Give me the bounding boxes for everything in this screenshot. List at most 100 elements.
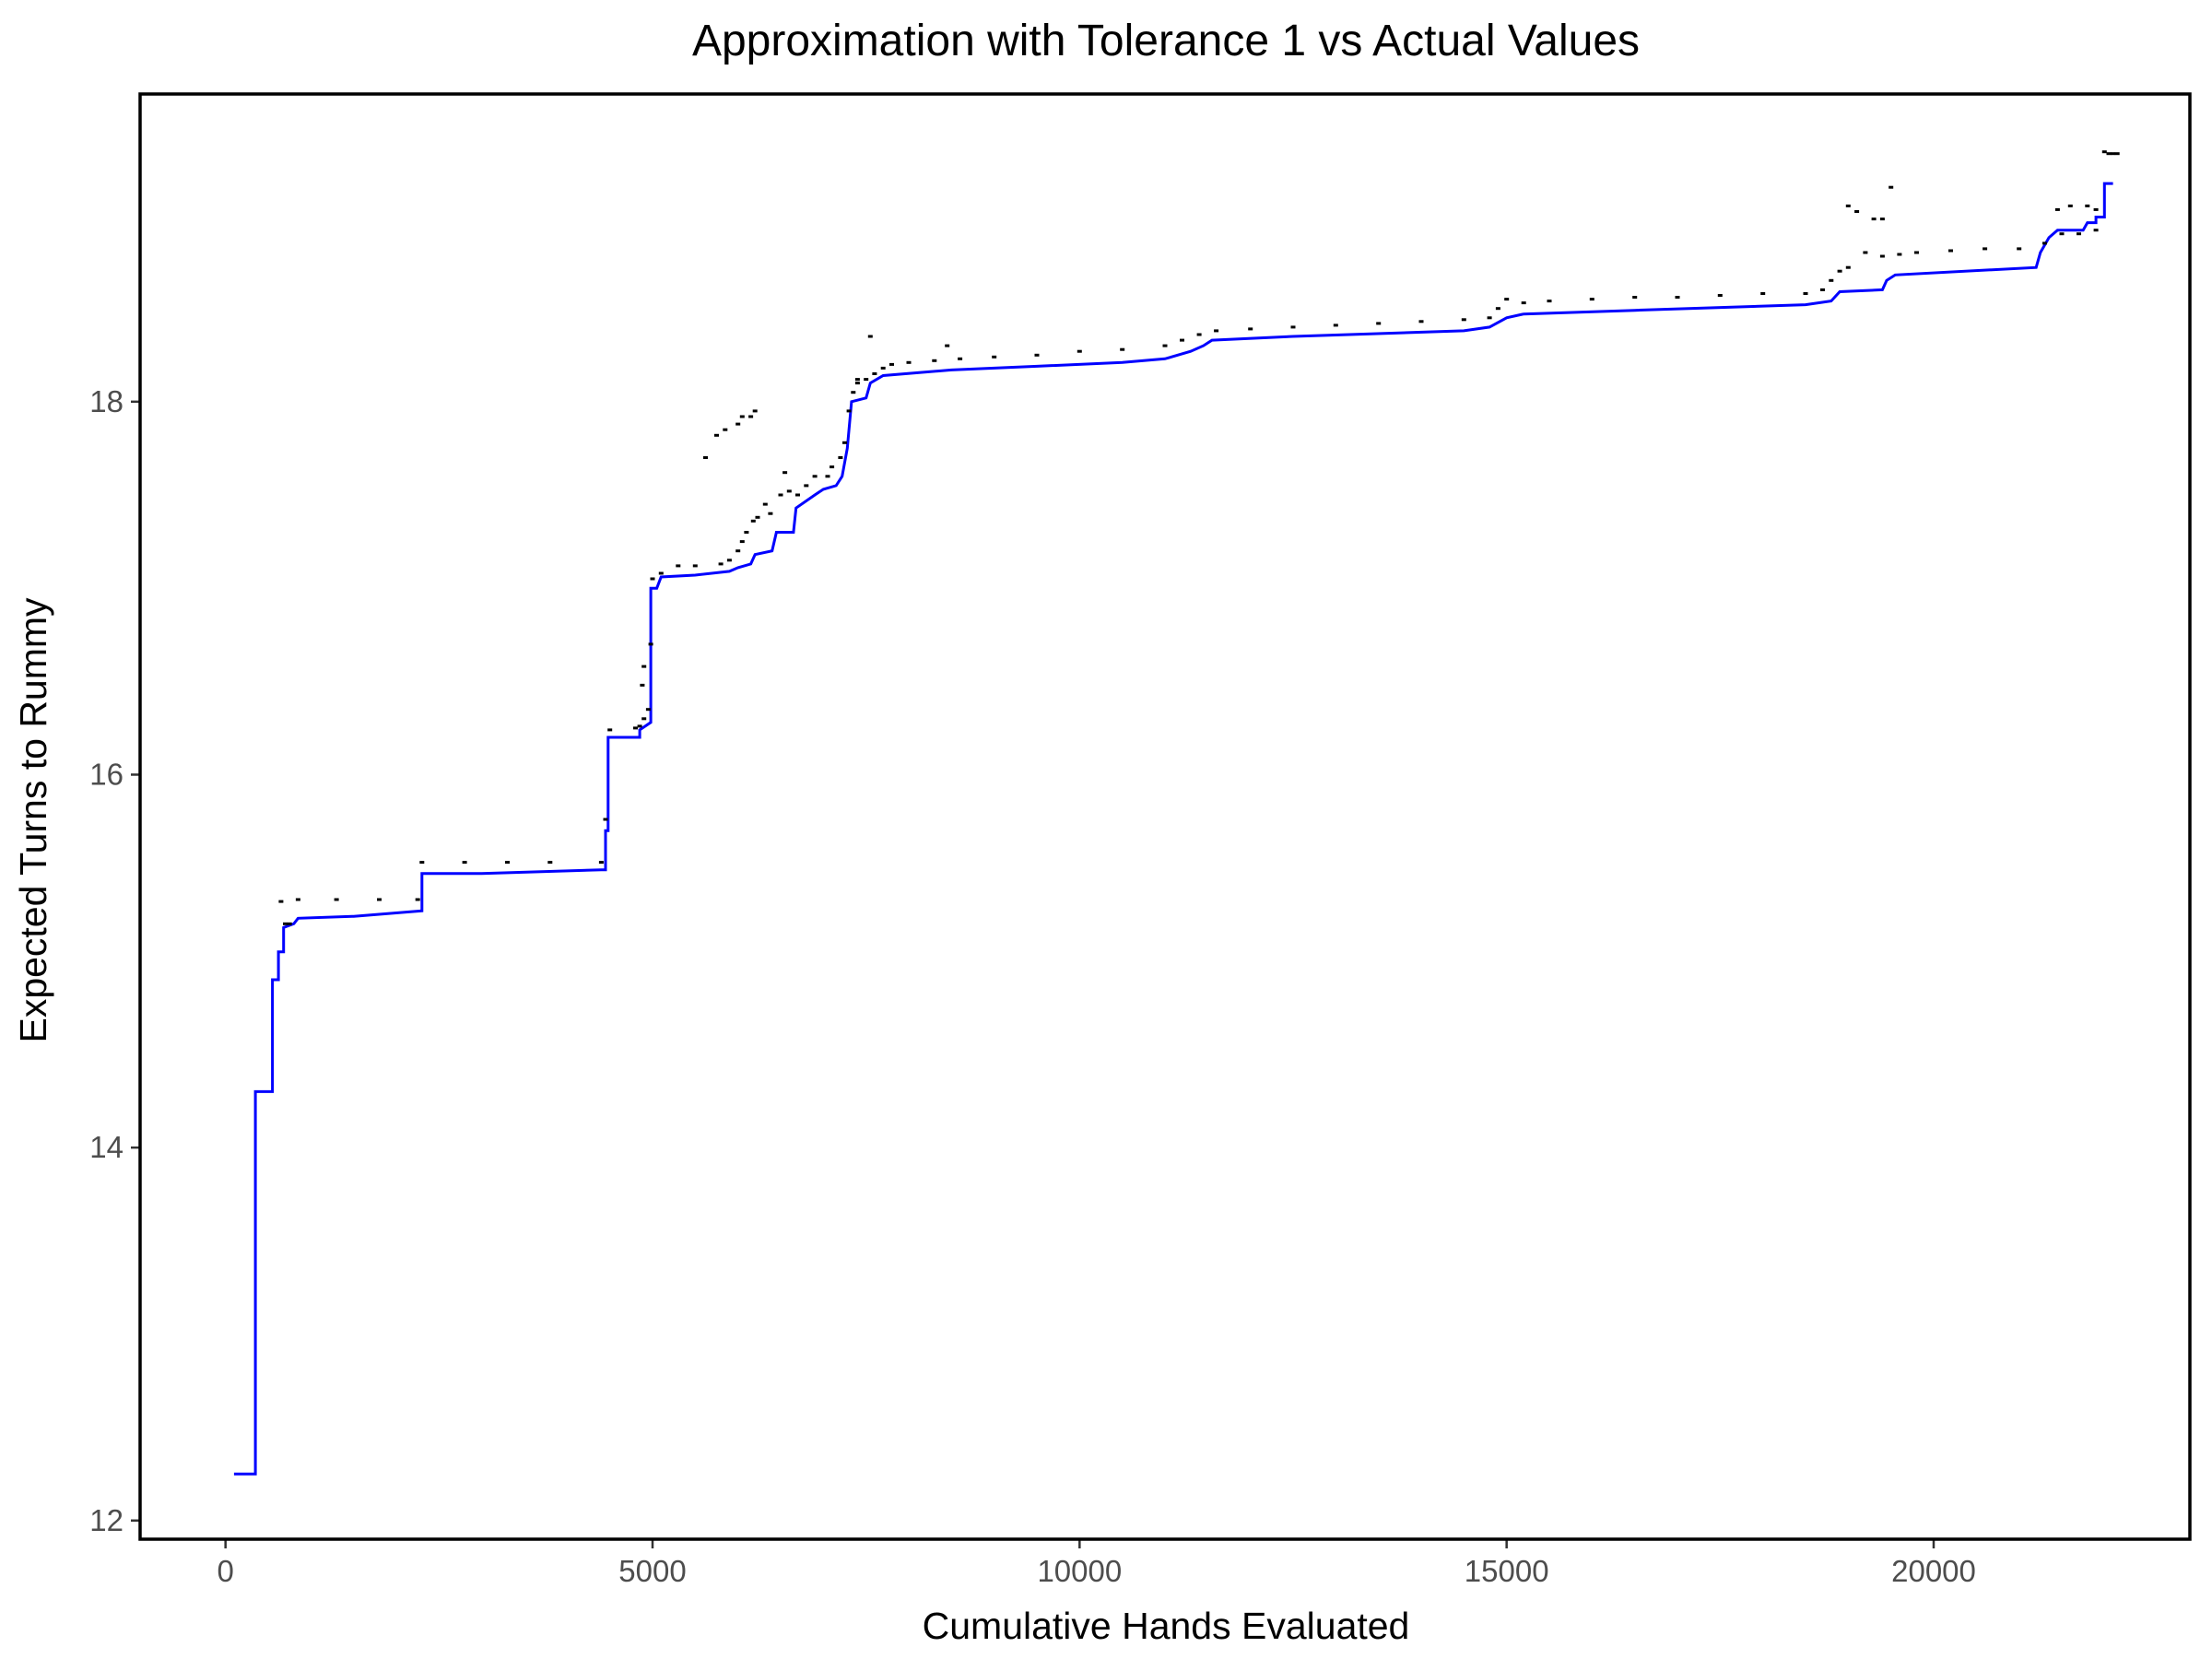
data-point	[640, 683, 645, 687]
data-point	[755, 515, 760, 519]
data-point	[992, 355, 997, 359]
data-point	[648, 642, 653, 646]
series-line-0	[233, 182, 2113, 1476]
data-point	[1914, 251, 1919, 254]
data-point	[804, 484, 809, 488]
data-point	[726, 559, 732, 562]
data-point	[1803, 292, 1808, 295]
data-point	[1290, 325, 1296, 329]
data-point	[880, 366, 886, 370]
data-point	[1034, 353, 1040, 357]
data-point	[1333, 324, 1338, 327]
data-point	[1521, 301, 1526, 305]
data-point	[637, 724, 642, 728]
data-point	[1504, 298, 1510, 301]
data-point	[641, 717, 647, 721]
data-point	[2093, 207, 2099, 211]
data-point	[1983, 247, 1988, 251]
data-point	[633, 726, 638, 730]
data-point	[1888, 185, 1894, 189]
data-point	[1871, 218, 1877, 221]
data-point	[867, 335, 873, 338]
data-point	[812, 475, 818, 478]
data-point	[295, 898, 300, 901]
data-point	[278, 900, 284, 903]
data-point	[547, 861, 553, 865]
data-point	[748, 415, 754, 418]
data-point	[1829, 278, 1834, 282]
data-point	[2017, 247, 2022, 251]
data-point	[739, 540, 745, 544]
y-tick-label: 12	[89, 1503, 124, 1537]
data-point	[2114, 152, 2120, 156]
data-point	[1461, 318, 1466, 322]
data-point	[1948, 249, 1953, 253]
data-point	[782, 471, 788, 475]
data-point	[1854, 210, 1860, 213]
data-point	[750, 519, 756, 523]
data-point	[645, 708, 651, 712]
data-point	[958, 357, 963, 360]
x-tick-label: 0	[217, 1554, 233, 1588]
data-point	[1214, 329, 1219, 333]
data-point	[854, 378, 860, 382]
data-point	[1717, 294, 1723, 297]
data-point	[2093, 229, 2099, 232]
data-point	[768, 512, 773, 515]
data-point	[735, 549, 741, 553]
x-tick-label: 20000	[1891, 1554, 1976, 1588]
data-point	[703, 456, 708, 459]
data-point	[752, 409, 758, 413]
panel-border	[138, 92, 2192, 1541]
data-point	[287, 922, 292, 925]
y-tick-label: 14	[89, 1130, 124, 1164]
data-point	[932, 359, 937, 362]
data-point	[723, 428, 728, 431]
data-point	[1837, 269, 1842, 273]
data-point	[1897, 253, 1902, 256]
data-point	[419, 861, 425, 865]
data-point	[641, 665, 647, 668]
axes: 0 5000 10000 15000 20000 12 14 16 18	[89, 384, 1976, 1588]
data-point	[462, 861, 467, 865]
data-point	[744, 531, 749, 534]
x-tick-label: 10000	[1037, 1554, 1122, 1588]
data-point	[718, 562, 724, 566]
data-point	[2106, 152, 2112, 156]
data-point	[650, 577, 655, 581]
data-point	[1632, 296, 1638, 299]
data-point	[1162, 344, 1168, 347]
data-point	[415, 898, 420, 901]
data-point	[607, 728, 613, 732]
data-point	[603, 818, 608, 821]
data-point	[1845, 204, 1851, 207]
data-point	[786, 489, 792, 493]
data-point	[2077, 232, 2081, 236]
data-point	[830, 465, 835, 469]
data-point	[735, 422, 741, 426]
data-point	[778, 493, 783, 497]
data-point	[283, 922, 288, 925]
data-point	[714, 433, 719, 437]
data-point	[2111, 152, 2116, 156]
data-point	[1120, 347, 1125, 351]
data-point	[334, 898, 339, 901]
data-point	[1495, 307, 1500, 311]
data-point	[1760, 292, 1766, 295]
data-point	[854, 382, 860, 385]
y-tick-label: 18	[89, 384, 124, 418]
data-point	[2101, 150, 2107, 154]
data-point	[1180, 338, 1184, 342]
data-point	[1820, 288, 1825, 291]
data-point	[2059, 232, 2065, 236]
data-point	[1675, 296, 1680, 299]
data-point	[842, 441, 847, 444]
data-point	[1879, 254, 1885, 258]
data-point	[2067, 204, 2073, 207]
data-point	[2085, 204, 2090, 207]
data-point	[1863, 251, 1868, 254]
data-point	[945, 344, 950, 347]
data-point	[838, 456, 843, 459]
